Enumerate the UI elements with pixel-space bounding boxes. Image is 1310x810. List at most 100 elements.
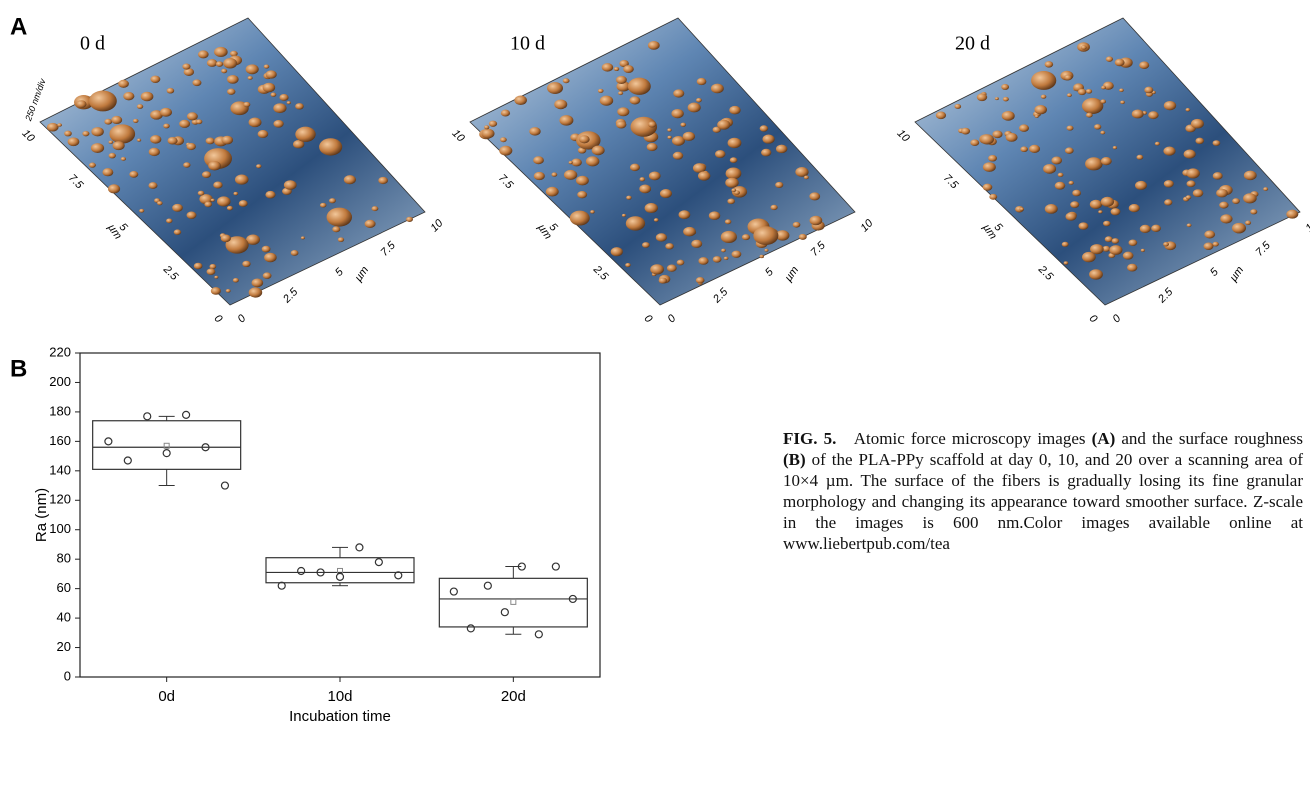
- granule: [616, 76, 627, 84]
- granule: [301, 236, 305, 239]
- granule: [265, 191, 275, 199]
- afm-tick-label: 2.5: [1155, 285, 1176, 306]
- granule: [1120, 101, 1125, 104]
- granule: [696, 98, 702, 102]
- granule: [365, 220, 376, 228]
- afm-tick-label: 10: [449, 127, 467, 145]
- granule: [776, 145, 787, 154]
- granule: [172, 204, 183, 212]
- granule: [137, 139, 141, 142]
- granule: [243, 102, 250, 107]
- granule: [683, 132, 695, 141]
- granule: [118, 80, 129, 88]
- box: [439, 578, 587, 627]
- granule: [761, 149, 771, 157]
- granule: [1101, 86, 1106, 90]
- granule: [1065, 147, 1074, 153]
- granule: [656, 233, 667, 241]
- granule: [977, 93, 987, 101]
- z-scale-label: 250 nm/div: [23, 77, 48, 123]
- granule: [198, 191, 205, 196]
- granule: [221, 235, 231, 243]
- afm-unit: µm: [353, 264, 372, 284]
- granule: [249, 287, 263, 297]
- granule: [76, 100, 86, 108]
- granule: [1072, 190, 1081, 197]
- granule: [1020, 146, 1028, 152]
- granule: [279, 94, 288, 101]
- granule: [989, 194, 997, 200]
- granule: [1086, 89, 1092, 94]
- granule: [1034, 105, 1047, 114]
- granule: [1006, 133, 1018, 142]
- granule: [576, 176, 589, 186]
- granule: [1186, 108, 1191, 112]
- granule: [150, 76, 160, 83]
- granule: [629, 96, 640, 104]
- granule: [209, 264, 216, 269]
- caption-text: Atomic force microscopy images: [854, 429, 1086, 448]
- granule: [533, 156, 544, 164]
- granule: [1163, 146, 1175, 155]
- granule: [109, 140, 114, 143]
- granule: [484, 125, 489, 129]
- afm-surface: [470, 18, 855, 305]
- granule: [642, 242, 650, 248]
- granule: [1144, 87, 1153, 94]
- granule: [713, 256, 722, 263]
- granule: [174, 229, 181, 235]
- granule: [263, 272, 272, 279]
- granule: [378, 177, 388, 184]
- y-tick-label: 0: [64, 668, 71, 683]
- granule: [198, 50, 209, 58]
- granule: [1139, 61, 1149, 69]
- caption-label: FIG. 5.: [783, 429, 836, 448]
- granule: [793, 222, 801, 228]
- granule: [1113, 146, 1117, 149]
- granule: [961, 128, 970, 135]
- granule: [102, 168, 113, 176]
- granule: [121, 157, 126, 161]
- granule: [264, 253, 277, 262]
- afm-tick-label: 10: [1303, 217, 1310, 235]
- panel-label: B: [10, 355, 27, 382]
- y-tick-label: 40: [57, 610, 71, 625]
- granule: [602, 63, 613, 72]
- granule: [955, 104, 962, 109]
- granule: [1031, 71, 1056, 90]
- granule: [211, 287, 221, 295]
- granule: [753, 226, 778, 245]
- granule: [626, 216, 645, 230]
- granule: [649, 172, 661, 181]
- granule: [762, 134, 774, 143]
- granule: [600, 96, 613, 106]
- granule: [123, 92, 134, 100]
- afm-tick-label: 7.5: [379, 239, 399, 259]
- granule: [1141, 249, 1145, 252]
- granule: [648, 121, 656, 127]
- granule: [742, 234, 750, 240]
- granule: [546, 187, 559, 197]
- granule: [534, 172, 545, 180]
- granule: [332, 226, 340, 232]
- granule: [109, 153, 116, 158]
- granule: [271, 93, 277, 97]
- afm-tick-label: 7.5: [809, 239, 829, 259]
- granule: [677, 260, 685, 266]
- granule: [1111, 208, 1121, 215]
- granule: [295, 127, 315, 142]
- afm-tick-label: 7.5: [941, 172, 961, 192]
- granule: [113, 141, 125, 150]
- afm-tick-label: 2.5: [160, 263, 181, 284]
- granule: [673, 152, 683, 160]
- granule: [625, 263, 631, 267]
- granule: [698, 171, 710, 180]
- granule: [1100, 99, 1106, 103]
- afm-panel: 10 d002.52.5557.57.51010µmµm: [449, 18, 876, 326]
- granule: [569, 161, 573, 164]
- afm-tick-label: 0: [666, 312, 679, 325]
- granule: [47, 123, 59, 132]
- granule: [1232, 198, 1240, 204]
- granule: [233, 278, 239, 283]
- granule: [628, 78, 651, 95]
